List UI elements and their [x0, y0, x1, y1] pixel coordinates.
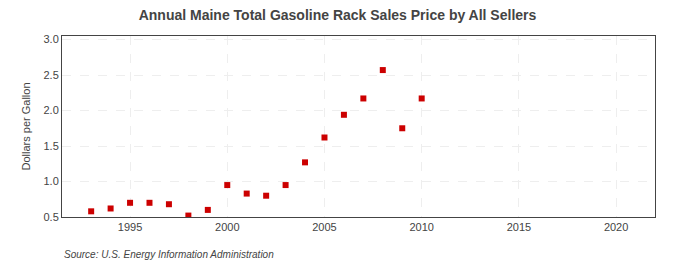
svg-text:Source: U.S. Energy Informatio: Source: U.S. Energy Information Administ… [64, 249, 274, 260]
svg-text:2.5: 2.5 [44, 69, 59, 81]
svg-text:3.0: 3.0 [44, 33, 59, 45]
svg-text:1.5: 1.5 [44, 140, 59, 152]
svg-text:2000: 2000 [215, 221, 239, 233]
svg-text:0.5: 0.5 [44, 211, 59, 223]
svg-text:2010: 2010 [409, 221, 433, 233]
svg-text:Annual Maine Total Gasoline Ra: Annual Maine Total Gasoline Rack Sales P… [139, 7, 537, 23]
svg-text:2015: 2015 [507, 221, 531, 233]
svg-text:1995: 1995 [118, 221, 142, 233]
svg-text:1.0: 1.0 [44, 175, 59, 187]
svg-text:Dollars per Gallon: Dollars per Gallon [20, 82, 32, 170]
svg-text:2.0: 2.0 [44, 104, 59, 116]
svg-text:2005: 2005 [312, 221, 336, 233]
svg-text:2020: 2020 [604, 221, 628, 233]
